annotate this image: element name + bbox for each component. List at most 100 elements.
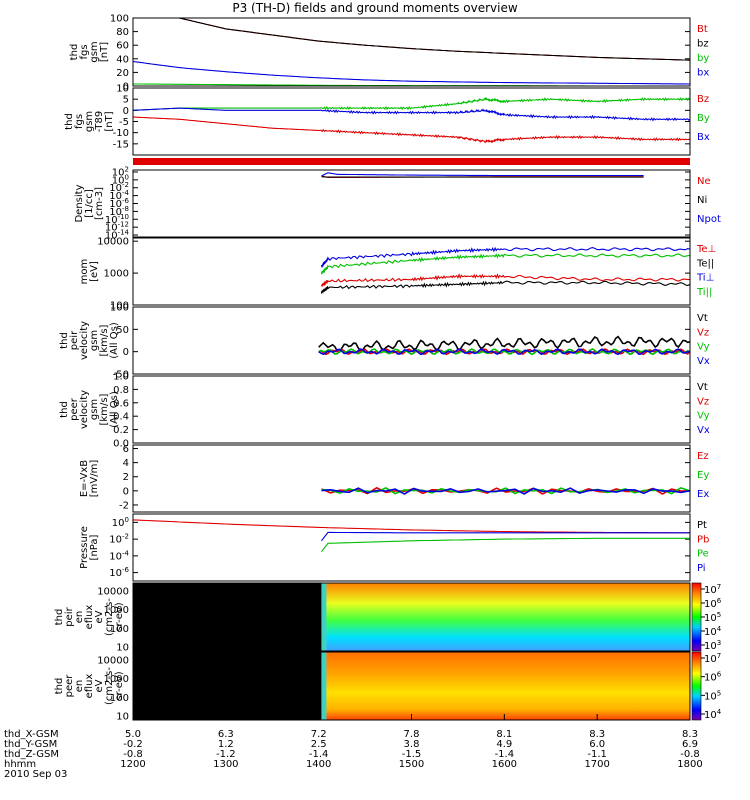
series-line-Bx bbox=[133, 107, 690, 122]
series-line-Vy bbox=[318, 348, 690, 356]
mode-bar bbox=[133, 158, 690, 165]
y-tick-label: 1000 bbox=[104, 269, 129, 280]
y-tick-label: 100 bbox=[110, 301, 129, 312]
colorbar bbox=[691, 582, 702, 652]
y-tick-label: 20 bbox=[116, 68, 129, 79]
series-group bbox=[133, 96, 690, 144]
y-axis-label: [cm-3] bbox=[94, 187, 105, 220]
x-tick-label: 1200 bbox=[120, 759, 145, 770]
panel-frame bbox=[132, 87, 691, 156]
y-axis-label: peer bbox=[69, 397, 80, 421]
series-group bbox=[321, 172, 644, 179]
panel-frame bbox=[132, 169, 691, 238]
y-tick-label: 6 bbox=[123, 444, 129, 455]
spectrogram-edge bbox=[321, 583, 327, 651]
legend-label: Ne bbox=[697, 176, 711, 187]
y-axis-label: peer bbox=[64, 674, 75, 698]
y-axis-label: [nT] bbox=[99, 42, 110, 62]
y-axis-label: eV bbox=[94, 610, 105, 623]
colorbar-tick-label: 107 bbox=[704, 583, 721, 596]
legend-label: Vt bbox=[697, 313, 708, 324]
y-axis-label: gsm bbox=[89, 330, 100, 351]
legend-label: Ti|| bbox=[696, 287, 712, 298]
y-tick-label: 0 bbox=[123, 347, 129, 358]
panel-frame bbox=[132, 513, 691, 582]
series-line-Pb bbox=[133, 519, 690, 534]
spectrogram-nodata bbox=[133, 583, 322, 651]
y-axis-label: thd bbox=[54, 609, 65, 626]
series-group bbox=[321, 486, 690, 495]
panel-3 bbox=[132, 169, 691, 238]
x-tick-label: 8.3 bbox=[589, 729, 605, 740]
y-axis-label: gsm bbox=[89, 41, 100, 62]
x-axis-row-label: hhmm bbox=[4, 759, 36, 770]
y-axis-label: peir bbox=[69, 330, 80, 350]
y-axis-label: [1/cc] bbox=[84, 189, 95, 218]
legend-label: bx bbox=[697, 68, 709, 79]
y-axis-label: [km/s] bbox=[99, 393, 110, 425]
spectrogram-edge bbox=[321, 652, 327, 720]
x-tick-label: 6.3 bbox=[218, 729, 234, 740]
colorbar bbox=[691, 651, 702, 721]
legend-label: Ex bbox=[697, 489, 709, 500]
panel-frame bbox=[132, 375, 691, 444]
y-axis-label: [mV/m] bbox=[89, 460, 100, 498]
legend-label: Te⊥ bbox=[696, 244, 716, 255]
x-tick-label: 3.8 bbox=[404, 739, 420, 750]
y-axis-label: Density bbox=[74, 184, 85, 222]
y-tick-label: 40 bbox=[116, 54, 129, 65]
panel-frame bbox=[132, 444, 691, 513]
y-tick-label: 10 bbox=[116, 84, 129, 95]
y-axis-label: gsm bbox=[89, 399, 100, 420]
colorbar-tick-label: 104 bbox=[704, 625, 722, 638]
page-title: P3 (TH-D) fields and ground moments over… bbox=[232, 1, 518, 15]
x-tick-label: -0.2 bbox=[123, 739, 143, 750]
y-tick-label: 10 bbox=[116, 712, 129, 723]
y-axis-label: peir bbox=[64, 606, 75, 626]
legend-label: Ez bbox=[697, 451, 709, 462]
y-tick-label: 10000 bbox=[97, 656, 129, 667]
y-tick-label: 0 bbox=[123, 486, 129, 497]
y-tick-label: 0 bbox=[123, 106, 129, 117]
x-tick-label: 1.2 bbox=[218, 739, 234, 750]
x-tick-label: 1700 bbox=[584, 759, 609, 770]
y-axis-label: (All Qs) bbox=[109, 322, 120, 359]
panel-6 bbox=[132, 375, 691, 444]
y-tick-label: -5 bbox=[119, 117, 129, 128]
panel-10 bbox=[132, 651, 705, 721]
panel-5 bbox=[132, 306, 691, 375]
y-tick-label: 100 bbox=[110, 14, 129, 25]
y-tick-label: 100 bbox=[110, 624, 129, 635]
y-tick-label: -15 bbox=[113, 139, 129, 150]
y-axis-label: sr-eV) bbox=[114, 671, 125, 700]
y-tick-label: 10000 bbox=[97, 237, 129, 248]
y-axis-label: [km/s] bbox=[99, 324, 110, 356]
colorbar-tick-label: 106 bbox=[704, 671, 722, 684]
y-axis-label: [nPa] bbox=[89, 534, 100, 560]
y-tick-label: 100 bbox=[110, 303, 129, 314]
y-axis-label: fgs bbox=[74, 114, 85, 129]
y-axis-label: eV bbox=[94, 679, 105, 692]
series-line-Ex bbox=[321, 487, 690, 495]
y-tick-label: 0.2 bbox=[113, 425, 129, 436]
panel-9 bbox=[132, 582, 705, 652]
legend-label: Bt bbox=[697, 24, 708, 35]
colorbar-tick-label: 107 bbox=[704, 652, 721, 665]
y-axis-label: gsm bbox=[84, 111, 95, 132]
legend-label: Vy bbox=[697, 411, 710, 422]
y-tick-label: 0 bbox=[123, 82, 129, 93]
y-axis-label: thd bbox=[64, 113, 75, 130]
x-tick-label: -1.1 bbox=[587, 749, 607, 760]
panel-4 bbox=[132, 237, 691, 306]
date-label: 2010 Sep 03 bbox=[4, 769, 67, 780]
y-tick-label: 10-4 bbox=[109, 549, 129, 562]
y-axis-label: velocity bbox=[79, 390, 90, 429]
y-axis-label: mom bbox=[79, 259, 90, 285]
x-tick-label: -1.4 bbox=[495, 749, 515, 760]
y-axis-label: fgs bbox=[79, 44, 90, 59]
panel-8 bbox=[132, 513, 691, 582]
colorbar-tick-label: 105 bbox=[704, 611, 721, 624]
y-axis-label: sr-eV) bbox=[114, 602, 125, 631]
series-line-Pi bbox=[321, 531, 690, 542]
